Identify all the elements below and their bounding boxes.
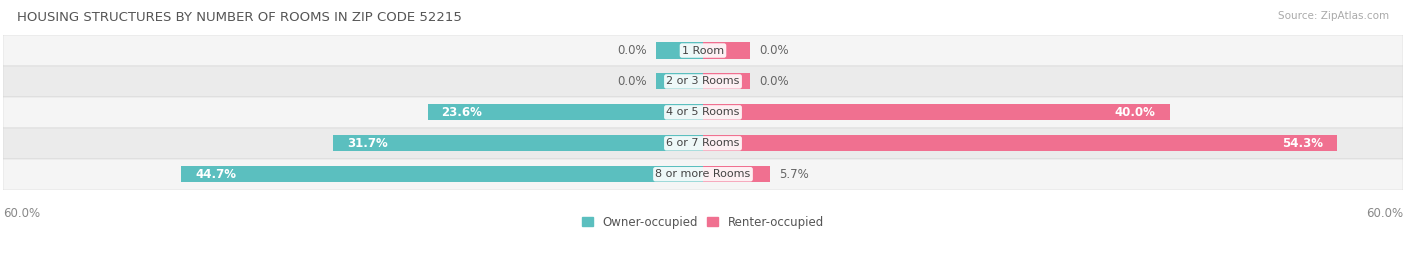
Text: 4 or 5 Rooms: 4 or 5 Rooms — [666, 107, 740, 117]
Bar — [703, 43, 749, 59]
Text: 31.7%: 31.7% — [347, 137, 388, 150]
Legend: Owner-occupied, Renter-occupied: Owner-occupied, Renter-occupied — [578, 211, 828, 233]
Bar — [3, 159, 1403, 190]
Text: 0.0%: 0.0% — [617, 44, 647, 57]
Text: 0.0%: 0.0% — [617, 75, 647, 88]
Bar — [333, 135, 703, 151]
Text: HOUSING STRUCTURES BY NUMBER OF ROOMS IN ZIP CODE 52215: HOUSING STRUCTURES BY NUMBER OF ROOMS IN… — [17, 11, 461, 24]
Bar — [703, 73, 749, 90]
Text: 44.7%: 44.7% — [195, 168, 236, 181]
Bar — [181, 166, 703, 182]
Text: 54.3%: 54.3% — [1282, 137, 1323, 150]
Bar — [427, 104, 703, 121]
Bar — [3, 35, 1403, 66]
Text: 0.0%: 0.0% — [759, 75, 789, 88]
Text: 2 or 3 Rooms: 2 or 3 Rooms — [666, 76, 740, 86]
Text: Source: ZipAtlas.com: Source: ZipAtlas.com — [1278, 11, 1389, 21]
Bar — [703, 104, 1170, 121]
Bar — [703, 135, 1337, 151]
Text: 5.7%: 5.7% — [779, 168, 808, 181]
Text: 1 Room: 1 Room — [682, 45, 724, 55]
Text: 40.0%: 40.0% — [1115, 106, 1156, 119]
Bar — [657, 43, 703, 59]
Bar — [3, 97, 1403, 128]
Text: 6 or 7 Rooms: 6 or 7 Rooms — [666, 138, 740, 148]
Bar — [703, 166, 769, 182]
Text: 60.0%: 60.0% — [3, 207, 39, 220]
Text: 60.0%: 60.0% — [1367, 207, 1403, 220]
Bar — [3, 128, 1403, 159]
Bar — [3, 66, 1403, 97]
Text: 8 or more Rooms: 8 or more Rooms — [655, 169, 751, 179]
Bar — [657, 73, 703, 90]
Text: 0.0%: 0.0% — [759, 44, 789, 57]
Text: 23.6%: 23.6% — [441, 106, 482, 119]
